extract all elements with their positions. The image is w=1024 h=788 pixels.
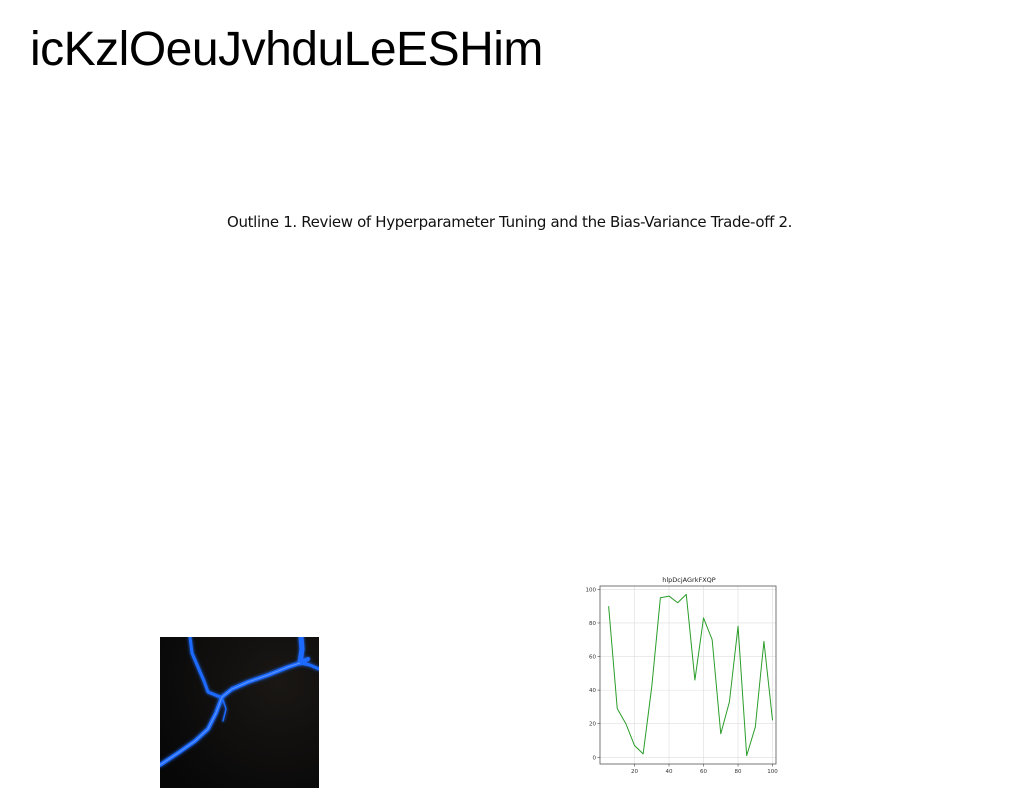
chart-plot-frame	[599, 585, 777, 765]
outline-text: Outline 1. Review of Hyperparameter Tuni…	[227, 213, 793, 231]
y-tick-label: 100	[586, 587, 597, 593]
x-tick-label: 80	[735, 769, 742, 774]
series-line	[608, 593, 774, 757]
y-tick-label: 20	[589, 722, 596, 728]
line-chart: hlpDcjAGrkFXQP 20 40 60 80 100 0 20 40 60 80 100	[584, 574, 780, 774]
x-tick-label: 100	[767, 769, 778, 774]
y-tick-label: 60	[589, 655, 596, 661]
line-chart-svg: hlpDcjAGrkFXQP 20 40 60 80 100 0 20 40 60 80 100	[586, 576, 779, 774]
chart-axes: 20 40 60 80 100 0 20 40 60 80 100	[586, 587, 779, 774]
x-tick-label: 60	[700, 769, 707, 774]
crack-photo-image	[160, 637, 319, 788]
chart-grid	[600, 586, 776, 764]
y-tick-label: 40	[589, 688, 596, 694]
crack-photo	[160, 637, 319, 788]
x-tick-label: 20	[631, 769, 638, 774]
y-tick-label: 0	[593, 755, 597, 761]
chart-series	[608, 593, 774, 757]
x-tick-label: 40	[666, 769, 673, 774]
chart-title: hlpDcjAGrkFXQP	[662, 576, 716, 584]
y-tick-label: 80	[589, 621, 596, 627]
slide-title: icKzlOeuJvhduLeESHim	[30, 23, 543, 76]
